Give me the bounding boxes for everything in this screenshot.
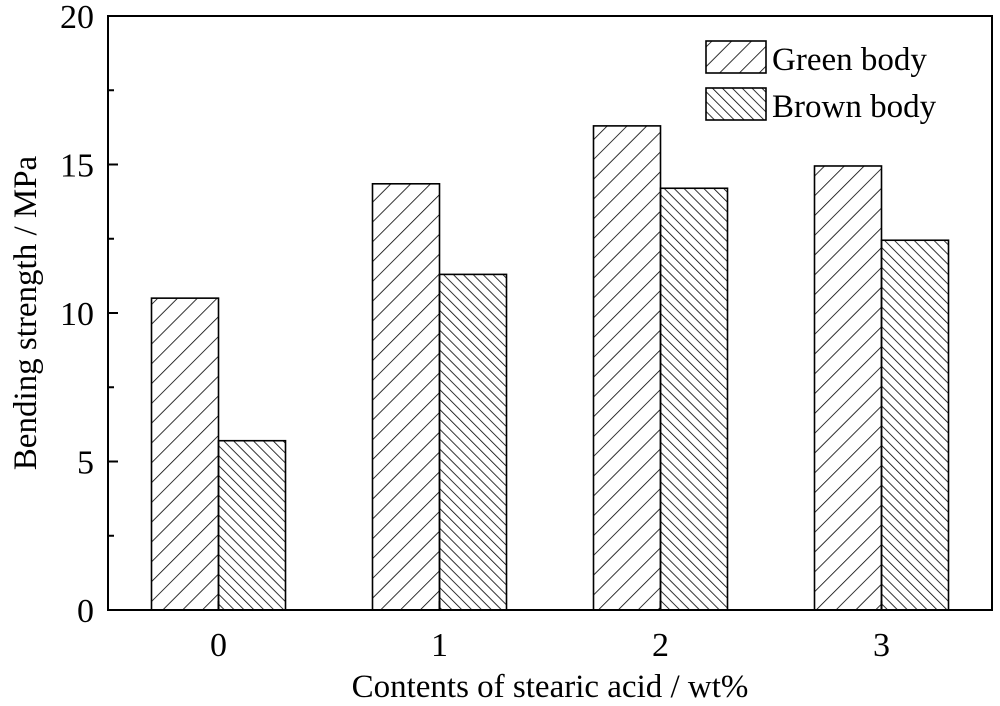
y-tick-label-15: 15 [60,148,94,185]
x-tick-label-0: 0 [210,627,227,664]
y-tick-label-10: 10 [60,296,94,333]
bar-brown-body-0 [217,439,287,611]
legend-swatch-brown-body [705,87,767,121]
legend-swatch-green-body [705,40,767,74]
y-tick-label-20: 20 [60,0,94,36]
bar-brown-body-3 [880,239,950,611]
legend: Green body Brown body [705,40,937,125]
bar-green-body-3 [813,165,883,611]
bar-brown-body-2 [659,187,729,611]
y-tick-label-5: 5 [77,445,94,482]
y-tick-label-0: 0 [77,593,94,630]
bar-green-body-1 [371,183,441,611]
x-tick-label-3: 3 [873,627,890,664]
x-axis: 0 1 2 3 [210,601,890,664]
legend-label-brown-body: Brown body [772,89,937,125]
x-tick-label-2: 2 [652,627,669,664]
bars-group [150,125,950,611]
bar-brown-body-1 [438,273,508,611]
x-tick-label-1: 1 [431,627,448,664]
x-axis-label: Contents of stearic acid / wt% [352,669,749,705]
legend-label-green-body: Green body [772,42,927,78]
bar-green-body-0 [150,297,220,611]
y-axis: 0 5 10 15 20 [60,0,118,630]
y-axis-label: Bending strength / MPa [8,155,44,470]
bar-green-body-2 [592,125,662,611]
